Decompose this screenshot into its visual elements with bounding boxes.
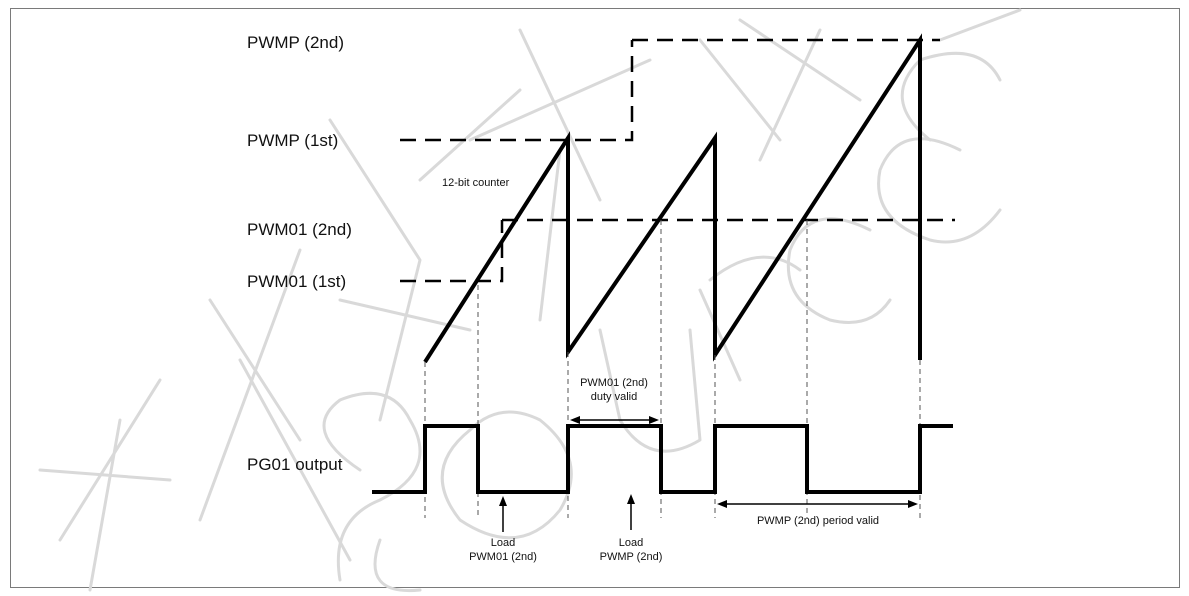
diagram-frame xyxy=(10,8,1180,588)
label-load-pwm01-2: PWM01 (2nd) xyxy=(469,551,537,563)
label-load-pwmp-1: Load xyxy=(619,537,643,549)
label-pg01-output: PG01 output xyxy=(247,455,343,474)
label-duty-valid-2: duty valid xyxy=(591,391,637,403)
duty-valid-arrow xyxy=(570,416,659,424)
label-pwmp-1st: PWMP (1st) xyxy=(247,131,338,150)
pwmp-1st-level xyxy=(400,40,634,142)
threshold-lines xyxy=(400,38,955,283)
label-pwmp-2nd: PWMP (2nd) xyxy=(247,33,344,52)
label-load-pwmp-2: PWMP (2nd) xyxy=(600,551,663,563)
label-counter: 12-bit counter xyxy=(442,177,510,189)
label-pwm01-2nd: PWM01 (2nd) xyxy=(247,220,352,239)
label-duty-valid-1: PWM01 (2nd) xyxy=(580,377,648,389)
label-period-valid: PWMP (2nd) period valid xyxy=(757,515,879,527)
pg01-waveform xyxy=(372,424,953,494)
label-load-pwm01-1: Load xyxy=(491,537,515,549)
watermark xyxy=(38,8,1022,593)
guide-lines xyxy=(424,220,921,518)
counter-sawtooth xyxy=(423,33,922,364)
period-valid-arrow xyxy=(717,500,918,508)
load-arrows xyxy=(499,494,635,532)
pwm01-1st-level xyxy=(400,220,504,283)
label-pwm01-1st: PWM01 (1st) xyxy=(247,272,346,291)
